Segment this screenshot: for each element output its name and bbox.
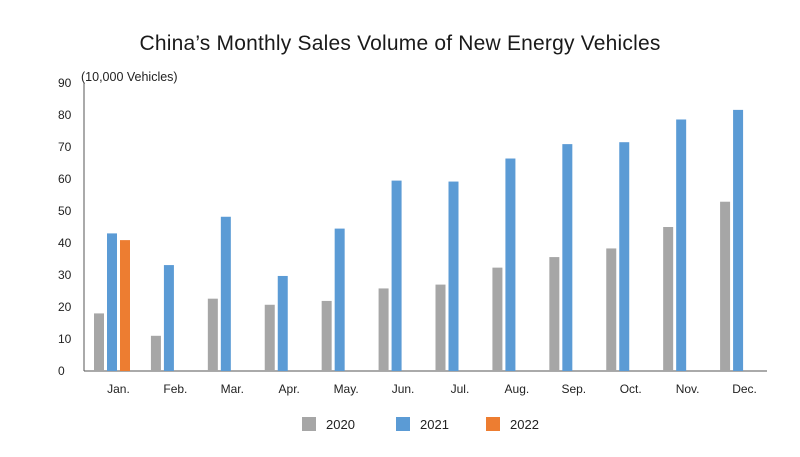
legend-swatch-2022 xyxy=(486,417,500,431)
legend-swatch-2021 xyxy=(396,417,410,431)
bar-2021-jun xyxy=(391,180,402,371)
y-axis-unit-label: (10,000 Vehicles) xyxy=(81,70,178,84)
bar-2021-aug xyxy=(505,158,516,371)
x-tick-label: Jan. xyxy=(107,382,130,396)
chart-title: China’s Monthly Sales Volume of New Ener… xyxy=(139,32,661,55)
x-tick-label: Mar. xyxy=(221,382,244,396)
legend-label-2020: 2020 xyxy=(326,417,355,432)
bar-2020-feb xyxy=(150,335,161,371)
bar-2020-jun xyxy=(378,288,389,371)
bar-2020-sep xyxy=(549,257,560,371)
legend-label-2021: 2021 xyxy=(420,417,449,432)
bar-2020-oct xyxy=(606,248,617,371)
bar-2020-jul xyxy=(435,284,446,371)
bar-2021-mar xyxy=(220,216,231,371)
bar-2021-sep xyxy=(562,144,573,371)
x-tick-label: Feb. xyxy=(163,382,187,396)
bar-2021-dec xyxy=(733,109,744,371)
y-tick-label: 40 xyxy=(58,236,72,250)
x-tick-label: Dec. xyxy=(732,382,757,396)
legend-swatch-2020 xyxy=(302,417,316,431)
bar-2020-apr xyxy=(264,304,275,371)
bar-2020-may xyxy=(321,300,332,371)
bar-2021-oct xyxy=(619,142,630,371)
bar-2021-apr xyxy=(277,275,288,371)
bar-2022-jan xyxy=(120,240,130,371)
bar-2020-mar xyxy=(207,298,218,371)
bar-2021-jul xyxy=(448,181,459,371)
x-tick-label: Jun. xyxy=(392,382,415,396)
x-tick-label: Aug. xyxy=(505,382,530,396)
bar-2021-jan xyxy=(107,233,117,371)
x-tick-label: Nov. xyxy=(676,382,700,396)
bars xyxy=(94,109,744,371)
bar-2020-jan xyxy=(94,313,104,371)
x-tick-label: Jul. xyxy=(451,382,470,396)
legend: 2020 2021 2022 xyxy=(302,417,539,432)
y-tick-label: 20 xyxy=(58,300,72,314)
bar-2021-nov xyxy=(676,119,687,371)
bar-2020-aug xyxy=(492,267,503,371)
y-tick-label: 90 xyxy=(58,76,72,90)
y-tick-label: 0 xyxy=(58,364,65,378)
bar-2021-may xyxy=(334,228,345,371)
y-tick-label: 30 xyxy=(58,268,72,282)
y-tick-label: 80 xyxy=(58,108,72,122)
bar-2020-nov xyxy=(663,227,674,371)
y-tick-label: 50 xyxy=(58,204,72,218)
x-tick-label: May. xyxy=(334,382,359,396)
x-tick-label: Apr. xyxy=(279,382,300,396)
bar-2021-feb xyxy=(163,265,174,371)
legend-label-2022: 2022 xyxy=(510,417,539,432)
y-axis-ticks: 0 10 20 30 40 50 60 70 80 90 xyxy=(58,76,72,378)
axes xyxy=(83,83,767,372)
x-tick-label: Sep. xyxy=(561,382,586,396)
bar-2020-dec xyxy=(720,201,731,371)
x-tick-label: Oct. xyxy=(620,382,642,396)
x-axis-ticks: Jan. Feb. Mar. Apr. May. Jun. Jul. Aug. Sep. Oct.… xyxy=(107,382,757,396)
y-tick-label: 70 xyxy=(58,140,72,154)
y-tick-label: 60 xyxy=(58,172,72,186)
y-tick-label: 10 xyxy=(58,332,72,346)
